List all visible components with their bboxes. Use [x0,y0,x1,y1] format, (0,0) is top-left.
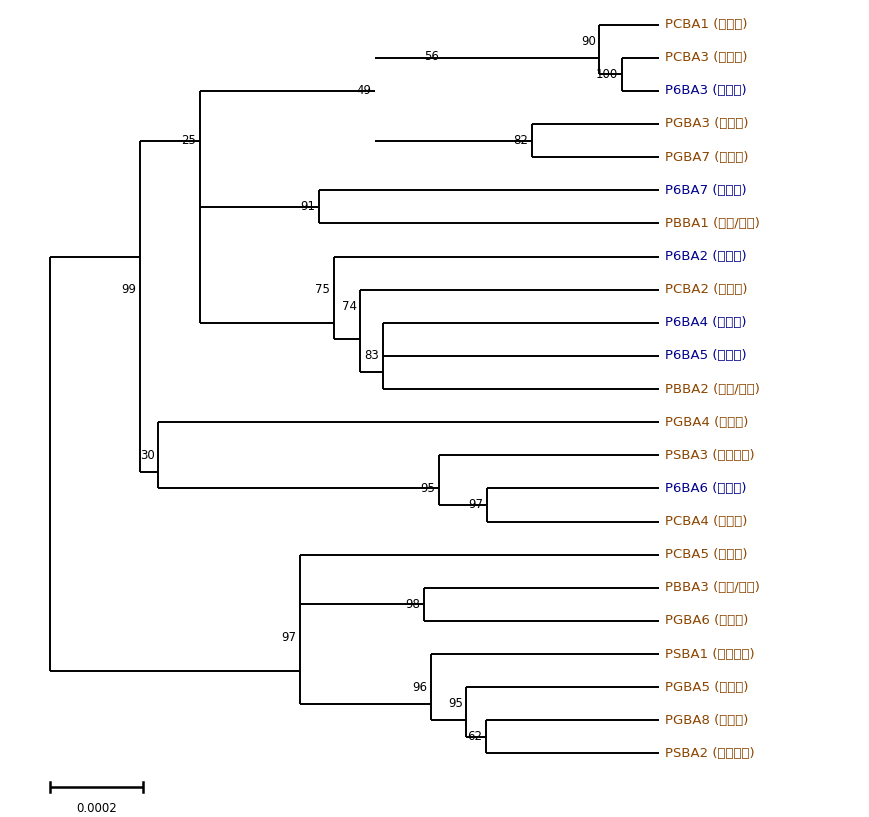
Text: 30: 30 [140,449,155,462]
Text: 83: 83 [364,350,379,363]
Text: PCBA2 (칠산도): PCBA2 (칠산도) [665,283,746,296]
Text: 97: 97 [282,631,296,644]
Text: PCBA1 (칠산도): PCBA1 (칠산도) [665,18,746,31]
Text: PGBA6 (구지도): PGBA6 (구지도) [665,614,748,627]
Text: PSBA2 (상여바위): PSBA2 (상여바위) [665,747,754,760]
Text: 90: 90 [580,34,595,47]
Text: P6BA5 (육산도): P6BA5 (육산도) [665,350,746,363]
Text: PSBA1 (상여바위): PSBA1 (상여바위) [665,648,754,661]
Text: P6BA2 (육산도): P6BA2 (육산도) [665,250,746,263]
Text: 25: 25 [181,134,196,147]
Text: PGBA3 (구지도): PGBA3 (구지도) [665,118,748,131]
Text: PCBA4 (칠산도): PCBA4 (칠산도) [665,515,746,528]
Text: 0.0002: 0.0002 [76,801,117,815]
Text: 100: 100 [595,68,618,81]
Text: 95: 95 [448,697,462,710]
Text: 49: 49 [356,84,371,97]
Text: PGBA5 (구지도): PGBA5 (구지도) [665,681,748,694]
Text: 74: 74 [342,300,356,313]
Text: 75: 75 [315,283,330,296]
Text: PBBA1 (비도/석도): PBBA1 (비도/석도) [665,217,760,230]
Text: PBBA3 (비도/석도): PBBA3 (비도/석도) [665,582,760,594]
Text: 56: 56 [423,50,438,63]
Text: 95: 95 [420,482,434,495]
Text: P6BA3 (육산도): P6BA3 (육산도) [665,84,746,97]
Text: 62: 62 [467,730,481,743]
Text: P6BA4 (육산도): P6BA4 (육산도) [665,316,746,329]
Text: PCBA3 (칠산도): PCBA3 (칠산도) [665,51,746,65]
Text: P6BA7 (육산도): P6BA7 (육산도) [665,184,746,197]
Text: PBBA2 (비도/석도): PBBA2 (비도/석도) [665,382,760,395]
Text: 99: 99 [121,283,136,296]
Text: PSBA3 (상여바위): PSBA3 (상여바위) [665,449,754,462]
Text: 98: 98 [405,598,420,611]
Text: P6BA6 (육산도): P6BA6 (육산도) [665,482,746,495]
Text: 96: 96 [412,681,427,694]
Text: PCBA5 (칠산도): PCBA5 (칠산도) [665,548,746,561]
Text: 97: 97 [468,498,483,511]
Text: 91: 91 [300,200,315,213]
Text: PGBA4 (구지도): PGBA4 (구지도) [665,416,748,429]
Text: PGBA8 (구지도): PGBA8 (구지도) [665,714,748,727]
Text: 82: 82 [513,134,527,147]
Text: PGBA7 (구지도): PGBA7 (구지도) [665,150,748,163]
